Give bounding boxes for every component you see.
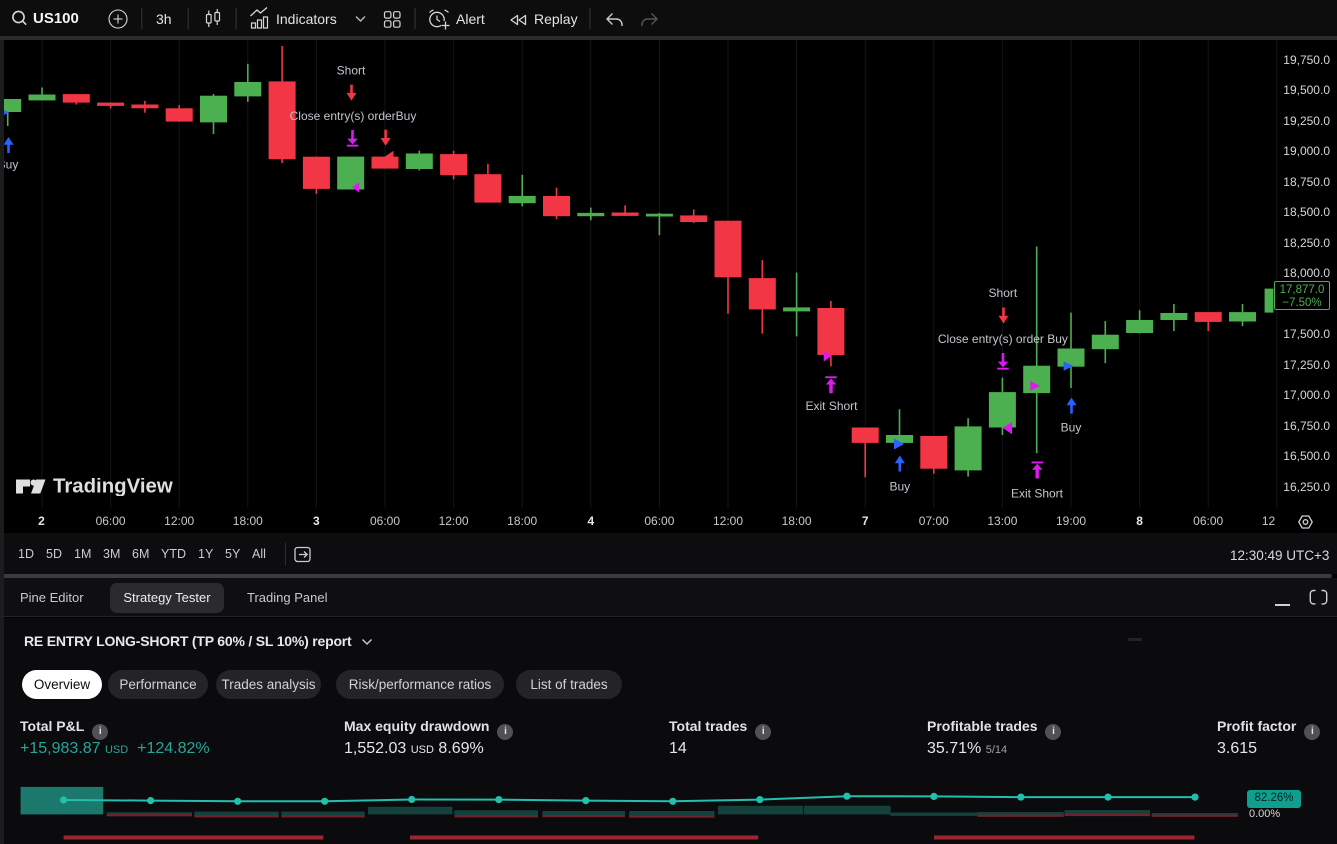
svg-text:Close entry(s) orderBuy: Close entry(s) orderBuy — [290, 109, 417, 123]
svg-text:TradingView: TradingView — [53, 478, 173, 496]
svg-text:Buy: Buy — [889, 480, 910, 494]
svg-text:Exit Short: Exit Short — [805, 399, 858, 413]
svg-text:Short: Short — [989, 286, 1018, 300]
svg-text:Buy: Buy — [0, 158, 18, 172]
svg-text:Close entry(s) order Buy: Close entry(s) order Buy — [938, 332, 1068, 346]
svg-text:Buy: Buy — [1061, 421, 1082, 435]
svg-text:Exit Short: Exit Short — [1011, 487, 1064, 501]
svg-text:Short: Short — [337, 64, 366, 78]
